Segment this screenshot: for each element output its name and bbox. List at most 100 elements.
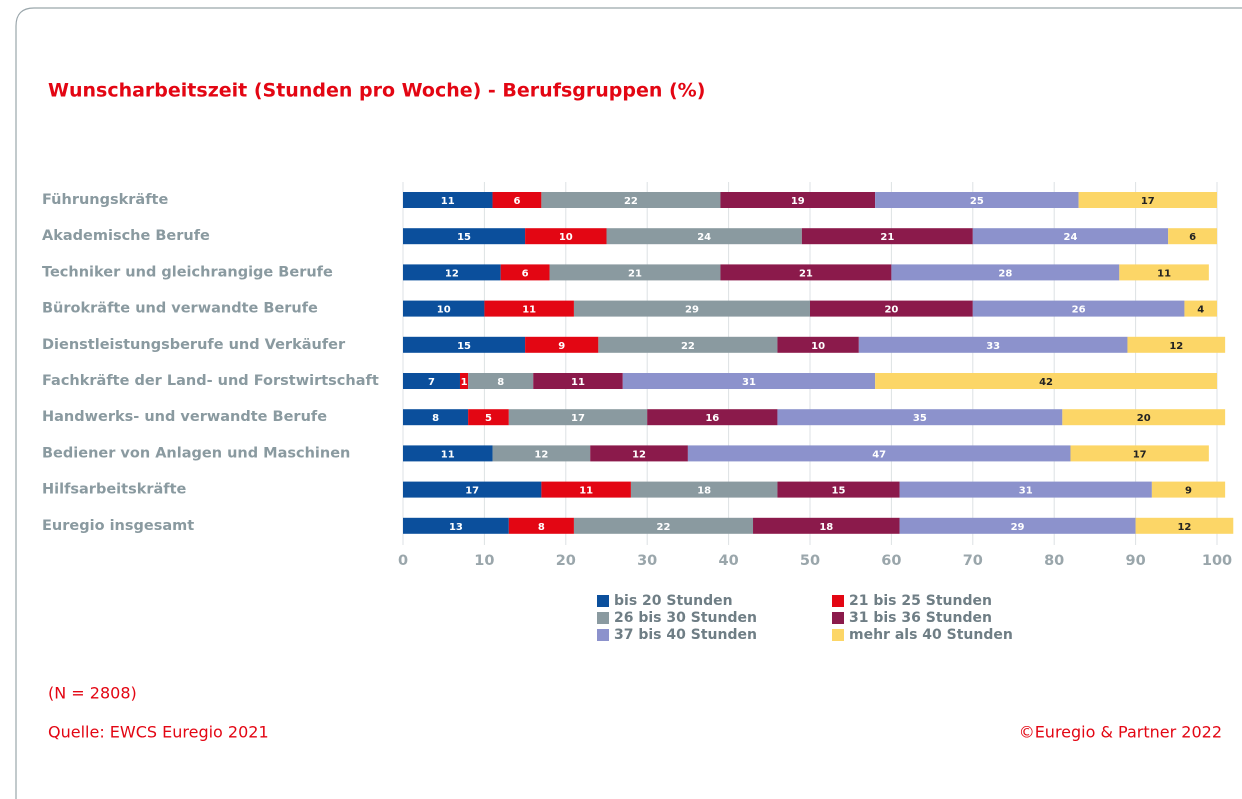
value-label: 9 bbox=[558, 341, 565, 352]
value-label: 20 bbox=[1137, 413, 1151, 424]
x-tick-label: 0 bbox=[398, 553, 408, 569]
value-label: 11 bbox=[441, 449, 455, 460]
category-label: Handwerks- und verwandte Berufe bbox=[42, 409, 327, 425]
bar-segment bbox=[598, 336, 778, 353]
bar-segment bbox=[525, 336, 599, 353]
value-label: 11 bbox=[571, 377, 585, 388]
bar-segment bbox=[541, 481, 631, 498]
category-label: Dienstleistungsberufe und Verkäufer bbox=[42, 337, 346, 353]
legend-label: 21 bis 25 Stunden bbox=[849, 593, 992, 609]
value-label: 11 bbox=[522, 305, 536, 316]
value-label: 26 bbox=[1072, 305, 1086, 316]
value-label: 35 bbox=[913, 413, 927, 424]
legend-label: 26 bis 30 Stunden bbox=[614, 610, 757, 626]
bar-segment bbox=[1184, 300, 1217, 317]
legend-label: 37 bis 40 Stunden bbox=[614, 627, 757, 643]
bar-segment bbox=[810, 300, 973, 317]
legend-swatch bbox=[832, 629, 844, 641]
bar-segment bbox=[720, 192, 876, 208]
category-label: Hilfsarbeitskräfte bbox=[42, 482, 187, 498]
legend-swatch bbox=[597, 629, 609, 641]
value-label: 11 bbox=[1157, 268, 1171, 279]
value-label: 15 bbox=[457, 232, 471, 243]
value-label: 12 bbox=[445, 268, 459, 279]
value-label: 10 bbox=[811, 341, 825, 352]
bar-segment bbox=[533, 373, 623, 389]
source: Quelle: EWCS Euregio 2021 bbox=[48, 723, 269, 742]
value-label: 21 bbox=[880, 232, 894, 243]
bar-segment bbox=[777, 481, 900, 498]
value-label: 24 bbox=[697, 232, 711, 243]
bar-segment bbox=[403, 228, 526, 245]
value-label: 28 bbox=[998, 268, 1012, 279]
bar-segment bbox=[720, 264, 892, 281]
bar-segment bbox=[899, 517, 1136, 534]
bar-segment bbox=[403, 445, 493, 462]
chart-title: Wunscharbeitszeit (Stunden pro Woche) - … bbox=[48, 80, 705, 102]
value-label: 17 bbox=[465, 486, 479, 497]
value-label: 6 bbox=[513, 196, 520, 207]
legend-label: mehr als 40 Stunden bbox=[849, 627, 1013, 643]
bar-segment bbox=[687, 445, 1071, 462]
bar-segment bbox=[403, 300, 485, 317]
value-label: 47 bbox=[872, 449, 886, 460]
legend-swatch bbox=[597, 612, 609, 624]
x-tick-label: 20 bbox=[556, 553, 576, 569]
category-label: Bediener von Anlagen und Maschinen bbox=[42, 445, 350, 461]
bar-segment bbox=[777, 336, 859, 353]
x-tick-label: 50 bbox=[800, 553, 820, 569]
bar-segment bbox=[468, 409, 509, 426]
bar-segment bbox=[858, 336, 1128, 353]
x-tick-label: 30 bbox=[637, 553, 657, 569]
bar-segment bbox=[875, 373, 1217, 389]
value-label: 17 bbox=[1133, 449, 1147, 460]
value-label: 12 bbox=[1169, 341, 1183, 352]
value-label: 29 bbox=[1011, 522, 1025, 533]
value-label: 29 bbox=[685, 305, 699, 316]
legend-swatch bbox=[832, 595, 844, 607]
bar-segment bbox=[606, 228, 802, 245]
bar-segment bbox=[403, 336, 526, 353]
value-label: 10 bbox=[437, 305, 451, 316]
category-label: Akademische Berufe bbox=[42, 228, 210, 244]
value-label: 12 bbox=[632, 449, 646, 460]
x-tick-label: 80 bbox=[1044, 553, 1064, 569]
legend-swatch bbox=[597, 595, 609, 607]
bar-segment bbox=[1127, 336, 1226, 353]
value-label: 21 bbox=[628, 268, 642, 279]
value-label: 5 bbox=[485, 413, 492, 424]
x-tick-label: 60 bbox=[881, 553, 901, 569]
bar-segment bbox=[549, 264, 721, 281]
bar-segment bbox=[1151, 481, 1226, 498]
legend-label: 31 bis 36 Stunden bbox=[849, 610, 992, 626]
bar-segment bbox=[891, 264, 1120, 281]
bar-segment bbox=[875, 192, 1079, 208]
value-label: 10 bbox=[559, 232, 573, 243]
value-label: 22 bbox=[624, 196, 638, 207]
value-label: 22 bbox=[681, 341, 695, 352]
value-label: 12 bbox=[1177, 522, 1191, 533]
value-label: 8 bbox=[538, 522, 545, 533]
bar-segment bbox=[1168, 228, 1217, 245]
value-label: 11 bbox=[441, 196, 455, 207]
bar-segment bbox=[647, 409, 778, 426]
value-label: 24 bbox=[1064, 232, 1078, 243]
bar-segment bbox=[899, 481, 1152, 498]
x-tick-label: 90 bbox=[1126, 553, 1146, 569]
value-label: 17 bbox=[571, 413, 585, 424]
value-label: 18 bbox=[697, 486, 711, 497]
bar-segment bbox=[403, 192, 493, 208]
value-label: 20 bbox=[884, 305, 898, 316]
bar-segment bbox=[525, 228, 607, 245]
value-label: 8 bbox=[497, 377, 504, 388]
x-tick-label: 40 bbox=[719, 553, 739, 569]
value-label: 42 bbox=[1039, 377, 1053, 388]
bar-segment bbox=[492, 192, 542, 208]
bar-segment bbox=[622, 373, 876, 389]
value-label: 9 bbox=[1185, 486, 1192, 497]
value-label: 19 bbox=[791, 196, 805, 207]
value-label: 13 bbox=[449, 522, 463, 533]
value-label: 8 bbox=[432, 413, 439, 424]
value-label: 18 bbox=[819, 522, 833, 533]
